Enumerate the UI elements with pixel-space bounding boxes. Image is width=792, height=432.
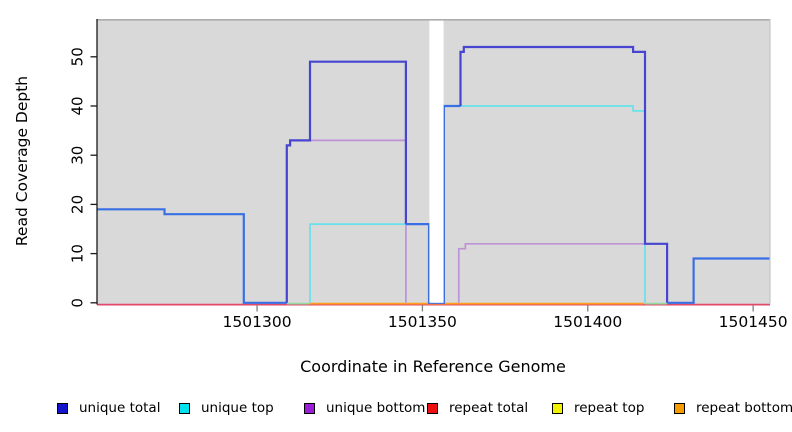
legend-swatch-repeat-bottom — [674, 402, 685, 414]
y-tick-label: 50 — [69, 47, 87, 66]
legend-label: repeat total — [449, 400, 529, 416]
plot-area: 0 10 20 30 40 50 1501300 1501350 1501400 1501450 — [69, 18, 788, 331]
legend-swatch-unique-total — [57, 402, 68, 414]
legend: unique total unique top unique bottom repea… — [0, 398, 792, 420]
legend-swatch-repeat-total — [427, 402, 438, 414]
legend-swatch-unique-bottom — [304, 402, 315, 414]
legend-label: unique bottom — [326, 400, 426, 416]
legend-label: repeat top — [574, 400, 645, 416]
series-line-unique-total — [459, 45, 669, 303]
y-tick-label: 20 — [69, 195, 87, 214]
legend-item-repeat-top: repeat top — [552, 398, 644, 418]
series-line-unique-total — [97, 208, 287, 304]
legend-label: repeat bottom — [696, 400, 792, 416]
x-axis-title: Coordinate in Reference Genome — [300, 357, 566, 376]
x-tick-label: 1501450 — [719, 313, 788, 331]
series-line-unique-total — [667, 257, 770, 304]
series-line-unique-total — [285, 60, 407, 303]
legend-label: unique top — [201, 400, 274, 416]
y-tick-label: 10 — [69, 244, 87, 263]
y-axis-title: Read Coverage Depth — [13, 76, 31, 246]
x-tick-label: 1501300 — [223, 313, 292, 331]
x-tick-label: 1501350 — [388, 313, 457, 331]
legend-swatch-unique-top — [179, 402, 190, 414]
no-data-gap-strip — [429, 20, 444, 303]
legend-label: unique total — [79, 400, 161, 416]
legend-item-unique-total: unique total — [57, 398, 160, 418]
legend-item-unique-top: unique top — [179, 398, 274, 418]
legend-item-repeat-total: repeat total — [427, 398, 528, 418]
legend-swatch-repeat-top — [552, 402, 563, 414]
y-tick-label: 30 — [69, 146, 87, 165]
y-tick-label: 40 — [69, 96, 87, 115]
legend-item-repeat-bottom: repeat bottom — [674, 398, 792, 418]
x-tick-label: 1501400 — [553, 313, 622, 331]
legend-item-unique-bottom: unique bottom — [304, 398, 425, 418]
y-tick-label: 0 — [69, 298, 87, 308]
